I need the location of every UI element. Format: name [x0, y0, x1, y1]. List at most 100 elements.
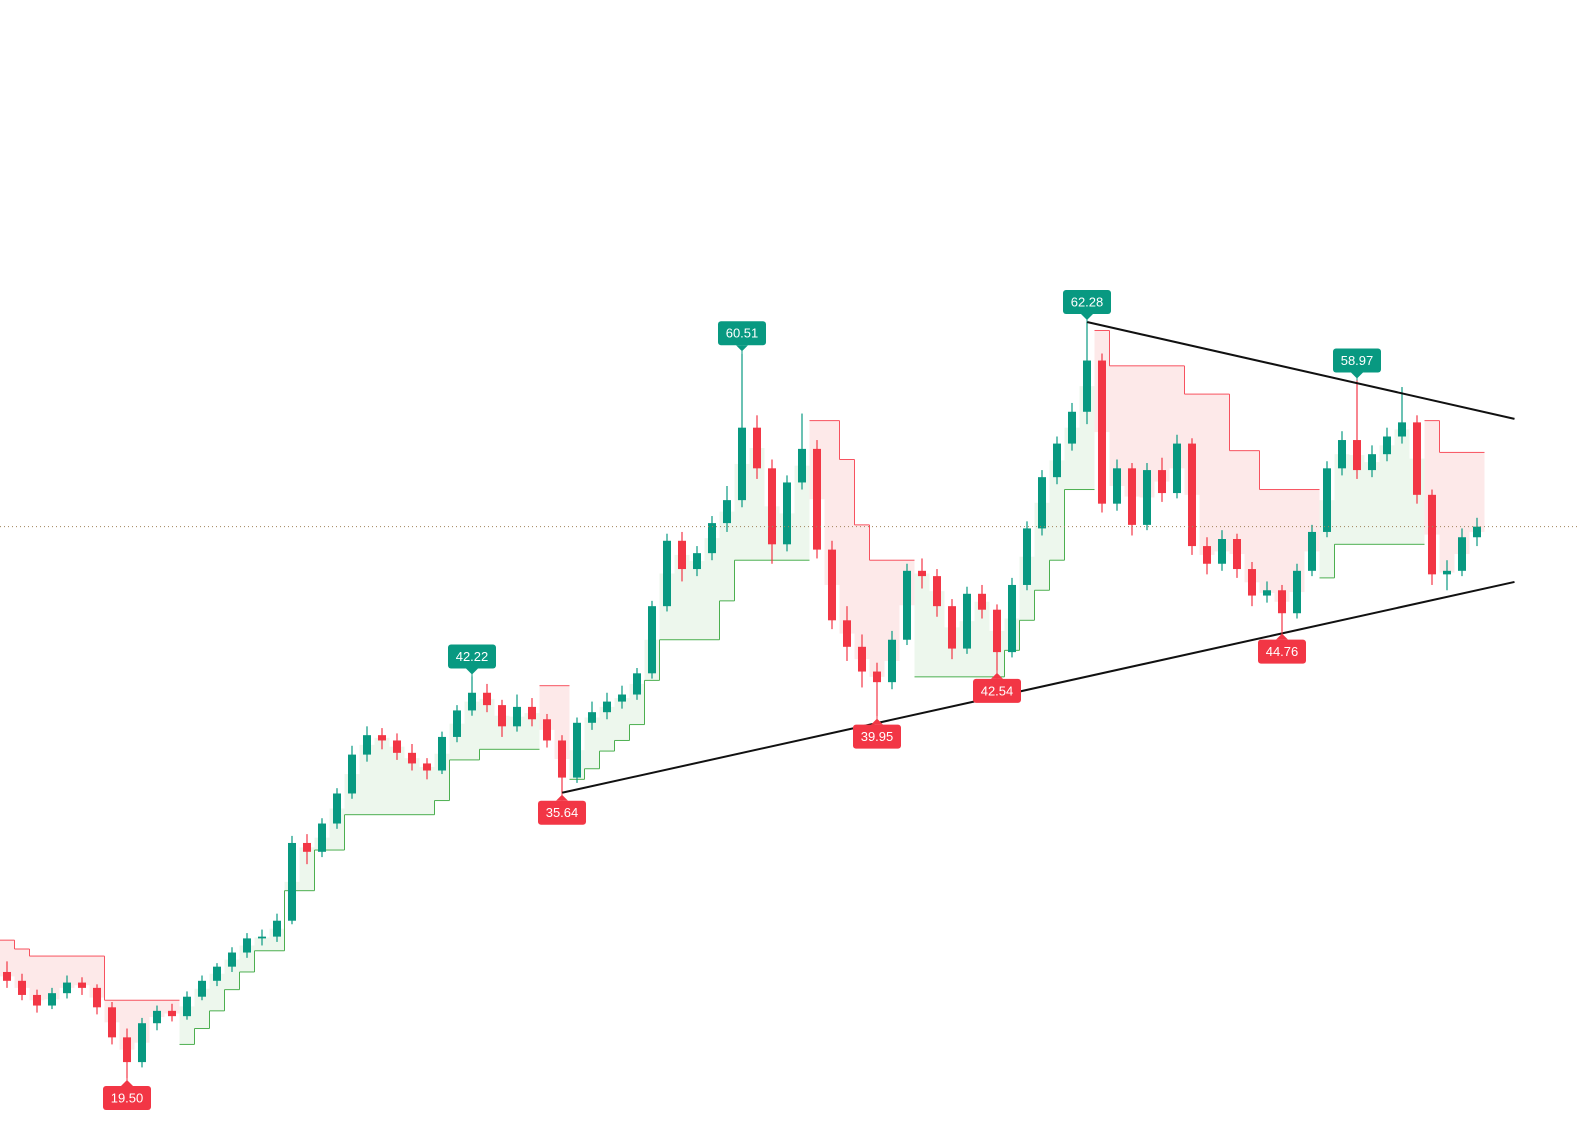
candle-body	[1383, 436, 1391, 455]
candle-layer	[3, 322, 1481, 1078]
candle-body	[1173, 443, 1181, 494]
label-box	[1063, 290, 1111, 314]
candle-body	[378, 735, 386, 741]
candle-body	[438, 736, 446, 771]
candle-body	[1203, 546, 1211, 564]
candle-body	[3, 971, 11, 981]
label-box	[973, 678, 1021, 703]
supertrend-fill	[1049, 460, 1065, 561]
candle-body	[1128, 468, 1136, 525]
supertrend-fill	[0, 940, 15, 977]
candle-body	[633, 673, 641, 695]
candle-body	[708, 523, 716, 554]
supertrend-fill	[1274, 489, 1290, 602]
supertrend-fill	[44, 956, 60, 1000]
candle-body	[1068, 411, 1076, 444]
candle-body	[1308, 531, 1316, 571]
supertrend-fill	[704, 538, 720, 640]
supertrend-fill	[224, 959, 240, 990]
pivot-high-label: 60.51	[718, 321, 766, 354]
label-arrow	[121, 1080, 133, 1086]
candle-body	[1338, 440, 1346, 469]
candle-body	[1113, 468, 1121, 504]
label-box	[103, 1086, 151, 1110]
supertrend-fill	[824, 420, 840, 585]
candle-body	[813, 448, 821, 550]
pivot-low-label: 35.64	[538, 792, 586, 825]
supertrend-fill	[1334, 454, 1350, 545]
candle-body	[153, 1010, 161, 1024]
pivot-label-layer: 42.22 60.51 62.28 58.97 19.50 35.64 39.95 42.54…	[103, 290, 1381, 1110]
candle-body	[303, 842, 311, 852]
candle-body	[828, 549, 836, 621]
candle-body	[753, 427, 761, 469]
candle-body	[1188, 443, 1196, 547]
candle-body	[1413, 422, 1421, 495]
candle-body	[18, 980, 26, 995]
supertrend-fill	[209, 973, 225, 1011]
candle-body	[228, 952, 236, 967]
supertrend-fill	[854, 524, 870, 660]
candle-body	[1008, 584, 1016, 653]
candle-body	[723, 500, 731, 524]
candle-body	[408, 752, 416, 764]
candle-body	[258, 936, 266, 939]
supertrend-fill	[479, 698, 495, 750]
supertrend-fill	[674, 554, 690, 640]
candle-body	[1038, 477, 1046, 529]
candle-body	[318, 823, 326, 852]
supertrend-fill	[839, 459, 855, 634]
candle-body	[903, 570, 911, 640]
candle-body	[888, 639, 896, 683]
supertrend-fill	[1169, 365, 1185, 469]
supertrend-fill	[584, 717, 600, 769]
label-arrow	[466, 668, 478, 675]
candle-body	[963, 593, 971, 649]
candle-body	[693, 553, 701, 570]
supertrend-fill	[359, 744, 375, 815]
candle-body	[63, 982, 71, 994]
pivot-high-label: 42.22	[448, 644, 496, 677]
candle-body	[1368, 454, 1376, 471]
candle-body	[168, 1010, 176, 1017]
candle-body	[198, 980, 206, 997]
label-arrow	[871, 718, 883, 725]
supertrend-fill	[374, 737, 390, 815]
candle-body	[108, 1007, 116, 1038]
label-box	[538, 800, 586, 825]
supertrend-fill	[1439, 452, 1455, 573]
candle-body	[423, 763, 431, 771]
trendline	[1086, 321, 1515, 420]
supertrend-fill	[614, 698, 630, 741]
supertrend-fill	[1379, 445, 1395, 545]
supertrend-fill	[59, 956, 75, 988]
candle-body	[273, 920, 281, 937]
candle-body	[1263, 590, 1271, 596]
supertrend-fill	[929, 591, 945, 677]
candle-body	[333, 793, 341, 824]
supertrend-fill	[389, 746, 405, 815]
supertrend-fill	[599, 706, 615, 752]
candle-body	[48, 993, 56, 1006]
candle-body	[348, 754, 356, 794]
candle-body	[843, 620, 851, 647]
candle-body	[783, 482, 791, 545]
candle-body	[1053, 443, 1061, 478]
candle-body	[213, 966, 221, 981]
label-arrow	[736, 345, 748, 352]
label-text: 58.97	[1341, 353, 1374, 368]
candle-body	[588, 712, 596, 723]
candle-body	[1323, 468, 1331, 532]
candle-body	[1353, 440, 1361, 471]
supertrend-fill	[1364, 462, 1380, 545]
supertrend-fill	[1139, 365, 1155, 498]
supertrend-fill	[869, 560, 885, 677]
supertrend-fill	[419, 766, 435, 815]
candle-body	[123, 1037, 131, 1063]
candle-body	[288, 842, 296, 921]
candle-body	[498, 705, 506, 727]
supertrend-fill	[1259, 489, 1275, 593]
candle-body	[558, 740, 566, 778]
supertrend-fill	[749, 448, 765, 561]
